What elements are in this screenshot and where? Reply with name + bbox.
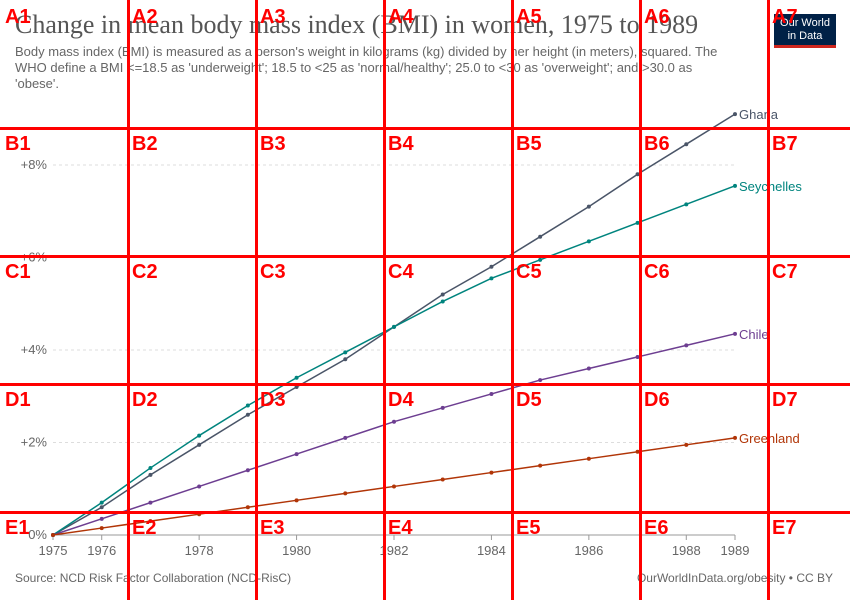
credit-note[interactable]: OurWorldInData.org/obesity • CC BY	[636, 571, 833, 585]
data-point-seychelles[interactable]	[148, 465, 153, 470]
x-tick-label: 1976	[87, 543, 116, 558]
data-point-greenland[interactable]	[392, 484, 396, 489]
data-point-chile[interactable]	[245, 468, 250, 473]
data-point-chile[interactable]	[684, 343, 689, 348]
y-tick-label: +8%	[21, 157, 48, 172]
data-point-ghana[interactable]	[343, 357, 348, 362]
data-point-ghana[interactable]	[733, 112, 737, 117]
data-point-ghana[interactable]	[684, 142, 689, 147]
data-point-ghana[interactable]	[586, 204, 591, 209]
data-point-ghana[interactable]	[538, 234, 543, 239]
data-point-seychelles[interactable]	[392, 324, 396, 329]
source-note[interactable]: Source: NCD Risk Factor Collaboration (N…	[15, 571, 292, 585]
x-tick-label: 1982	[380, 543, 409, 558]
data-point-greenland[interactable]	[489, 470, 494, 475]
data-point-seychelles[interactable]	[684, 202, 689, 207]
x-tick-label: 1975	[39, 543, 68, 558]
data-point-ghana[interactable]	[197, 442, 202, 447]
data-point-chile[interactable]	[197, 484, 202, 489]
data-point-ghana[interactable]	[635, 172, 640, 177]
data-point-seychelles[interactable]	[294, 375, 299, 380]
x-tick-label: 1989	[721, 543, 750, 558]
data-point-greenland[interactable]	[733, 435, 737, 440]
data-point-seychelles[interactable]	[440, 299, 445, 304]
data-point-greenland[interactable]	[99, 526, 104, 531]
data-point-ghana[interactable]	[440, 292, 445, 297]
y-tick-label: +6%	[21, 250, 48, 265]
data-point-greenland[interactable]	[684, 442, 689, 447]
data-point-seychelles[interactable]	[99, 500, 104, 505]
x-tick-label: 1980	[282, 543, 311, 558]
data-point-seychelles[interactable]	[733, 183, 737, 188]
data-point-ghana[interactable]	[148, 472, 153, 477]
logo-line-1: Our World	[780, 17, 830, 29]
series-line-seychelles[interactable]	[52, 185, 736, 536]
data-point-chile[interactable]	[294, 452, 299, 457]
x-tick-label: 1988	[672, 543, 701, 558]
data-point-ghana[interactable]	[99, 505, 104, 510]
data-point-seychelles[interactable]	[245, 403, 250, 408]
data-point-chile[interactable]	[99, 516, 104, 521]
series-label-greenland[interactable]: Greenland	[739, 431, 800, 446]
data-point-chile[interactable]	[148, 500, 153, 505]
data-point-chile[interactable]	[538, 378, 543, 383]
data-point-seychelles[interactable]	[635, 220, 640, 225]
x-tick-label: 1986	[574, 543, 603, 558]
data-point-greenland[interactable]	[197, 512, 202, 517]
data-point-greenland[interactable]	[294, 498, 299, 503]
data-point-seychelles[interactable]	[197, 433, 202, 438]
owid-logo[interactable]: Our World in Data	[774, 14, 836, 48]
series-line-ghana[interactable]	[52, 113, 736, 536]
data-point-seychelles[interactable]	[586, 239, 591, 244]
data-point-seychelles[interactable]	[489, 276, 494, 281]
data-point-greenland[interactable]	[245, 505, 250, 510]
chart-subtitle: Body mass index (BMI) is measured as a p…	[15, 44, 718, 91]
data-point-greenland[interactable]	[51, 533, 55, 537]
data-point-greenland[interactable]	[586, 456, 591, 461]
data-point-greenland[interactable]	[343, 491, 348, 496]
data-point-chile[interactable]	[440, 405, 445, 410]
series-label-chile[interactable]: Chile	[739, 327, 769, 342]
x-tick-label: 1978	[185, 543, 214, 558]
data-point-seychelles[interactable]	[538, 257, 543, 262]
data-point-chile[interactable]	[343, 435, 348, 440]
y-tick-label: +4%	[21, 342, 48, 357]
logo-line-2: in Data	[787, 30, 823, 42]
y-tick-label: 0%	[28, 527, 47, 542]
series-line-chile[interactable]	[52, 333, 736, 536]
data-point-chile[interactable]	[489, 391, 494, 396]
data-point-seychelles[interactable]	[343, 350, 348, 355]
x-tick-label: 1984	[477, 543, 506, 558]
data-point-greenland[interactable]	[440, 477, 445, 482]
series-label-ghana[interactable]: Ghana	[739, 107, 779, 122]
data-point-chile[interactable]	[733, 331, 737, 336]
series-label-seychelles[interactable]: Seychelles	[739, 179, 802, 194]
data-point-ghana[interactable]	[294, 385, 299, 389]
data-point-chile[interactable]	[586, 366, 591, 371]
data-point-ghana[interactable]	[245, 412, 250, 417]
data-point-chile[interactable]	[635, 354, 640, 359]
data-point-greenland[interactable]	[635, 449, 640, 454]
data-point-greenland[interactable]	[148, 519, 153, 524]
data-point-greenland[interactable]	[538, 463, 543, 468]
data-point-chile[interactable]	[392, 419, 396, 424]
data-point-ghana[interactable]	[489, 264, 494, 269]
y-tick-label: +2%	[21, 435, 48, 450]
